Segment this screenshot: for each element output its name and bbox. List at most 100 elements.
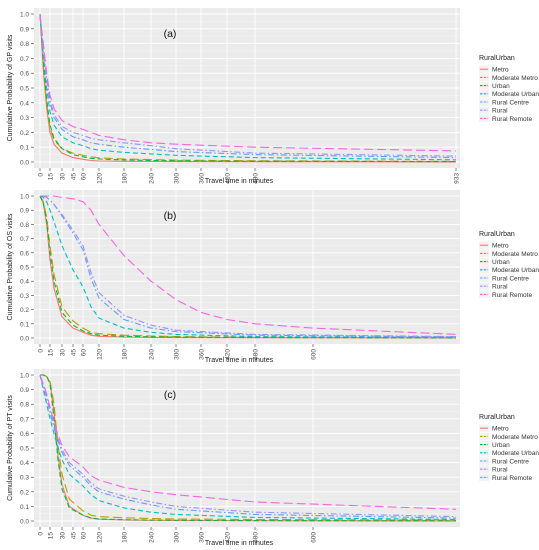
series-line-moderate-metro bbox=[39, 195, 457, 339]
series-line-urban bbox=[40, 374, 457, 522]
x-tick-label: 120 bbox=[96, 173, 103, 184]
y-axis-title: Cumulative Probability of OS visits bbox=[7, 213, 14, 320]
y-tick-label: 0.6 bbox=[20, 250, 29, 257]
legend-label: Rural Centre bbox=[492, 275, 529, 282]
y-tick-label: 0.9 bbox=[20, 387, 29, 394]
y-tick-label: 0.3 bbox=[20, 115, 29, 122]
x-tick-label: 0 bbox=[37, 349, 44, 353]
panel-b: 0.0 0.1 0.2 0.3 0.4 0.5 0.6 0.7 0.8 0.9 1.0 0 15 30 45… bbox=[7, 190, 539, 364]
x-tick-label: 480 bbox=[252, 349, 259, 360]
x-tick-label: 300 bbox=[173, 532, 180, 543]
x-tick-label: 420 bbox=[224, 532, 231, 543]
y-tick-label: 0.3 bbox=[20, 293, 29, 300]
legend-label: Rural Remote bbox=[492, 116, 532, 123]
legend-label: Moderate Metro bbox=[492, 75, 538, 82]
y-tick-label: 0.5 bbox=[20, 265, 29, 272]
x-tick-label: 45 bbox=[70, 173, 77, 181]
y-tick-label: 0.6 bbox=[20, 71, 29, 78]
legend-label: Moderate Urban bbox=[492, 267, 539, 274]
x-tick-label: 180 bbox=[121, 532, 128, 543]
series-line-rural bbox=[40, 195, 457, 338]
y-tick-label: 0.4 bbox=[20, 100, 29, 107]
x-tick-label: 30 bbox=[59, 173, 66, 181]
legend-label: Rural Remote bbox=[492, 292, 532, 299]
x-tick-label: 45 bbox=[70, 532, 77, 540]
series-line-rural-remote bbox=[40, 195, 457, 335]
legend-label: Moderate Urban bbox=[492, 91, 539, 98]
y-tick-label: 0.6 bbox=[20, 431, 29, 438]
x-tick-label: 15 bbox=[47, 532, 54, 540]
legend-title: RuralUrban bbox=[479, 55, 515, 62]
legend-label: Metro bbox=[492, 67, 509, 74]
x-tick-label: 480 bbox=[252, 532, 259, 543]
panel-a: 0.0 0.1 0.2 0.3 0.4 0.5 0.6 0.7 0.8 0.9 1.0 0 15 30 45… bbox=[7, 8, 539, 185]
series-line-moderate-urban bbox=[39, 374, 457, 521]
x-tick-label: 180 bbox=[121, 173, 128, 184]
x-axis-title: Travel time in minutes bbox=[205, 178, 274, 185]
x-tick-label: 30 bbox=[59, 532, 66, 540]
y-tick-label: 1.0 bbox=[20, 12, 29, 19]
x-tick-label: 15 bbox=[47, 173, 54, 181]
x-tick-label: 30 bbox=[59, 349, 66, 357]
y-tick-label: 0.4 bbox=[20, 279, 29, 286]
y-tick-label: 0.0 bbox=[20, 519, 29, 526]
legend-title: RuralUrban bbox=[479, 414, 515, 421]
panel-label: (b) bbox=[164, 210, 177, 222]
legend-label: Metro bbox=[492, 243, 509, 250]
panel-label: (c) bbox=[164, 389, 176, 401]
x-tick-label: 600 bbox=[310, 349, 317, 360]
y-tick-label: 0.3 bbox=[20, 475, 29, 482]
y-tick-label: 1.0 bbox=[20, 373, 29, 380]
x-tick-label: 240 bbox=[148, 349, 155, 360]
series-line-rural bbox=[39, 374, 457, 518]
series-line-rural bbox=[39, 13, 457, 157]
y-tick-label: 0.5 bbox=[20, 86, 29, 93]
legend-title: RuralUrban bbox=[479, 231, 515, 238]
y-tick-label: 0.1 bbox=[20, 504, 29, 511]
x-tick-label: 240 bbox=[148, 532, 155, 543]
y-tick-label: 0.1 bbox=[20, 145, 29, 152]
x-axis-title: Travel time in minutes bbox=[205, 357, 274, 364]
y-axis-title: Cumulative Probability of PT visits bbox=[7, 395, 14, 501]
legend-label: Rural bbox=[492, 467, 508, 474]
x-tick-label: 60 bbox=[80, 532, 87, 540]
y-tick-label: 0.4 bbox=[20, 460, 29, 467]
series-line-moderate-urban bbox=[39, 13, 457, 161]
y-tick-label: 0.2 bbox=[20, 130, 29, 137]
x-tick-label: 360 bbox=[198, 349, 205, 360]
x-tick-label: 180 bbox=[121, 349, 128, 360]
y-tick-label: 0.8 bbox=[20, 222, 29, 229]
x-tick-label: 480 bbox=[252, 173, 259, 184]
y-tick-label: 0.8 bbox=[20, 402, 29, 409]
legend-label: Rural Centre bbox=[492, 99, 529, 106]
legend-label: Moderate Metro bbox=[492, 434, 538, 441]
x-tick-label: 240 bbox=[148, 173, 155, 184]
x-tick-label: 420 bbox=[224, 173, 231, 184]
y-tick-label: 0.7 bbox=[20, 416, 29, 423]
series-line-moderate-urban bbox=[39, 195, 457, 338]
series-line-urban bbox=[39, 13, 457, 163]
legend-label: Urban bbox=[492, 442, 510, 449]
x-axis-title: Travel time in minutes bbox=[205, 540, 274, 547]
x-tick-label: 420 bbox=[224, 349, 231, 360]
legend-label: Moderate Metro bbox=[492, 251, 538, 258]
x-tick-label: 45 bbox=[70, 349, 77, 357]
series-line-urban bbox=[39, 195, 457, 339]
x-tick-label: 600 bbox=[310, 532, 317, 543]
legend-label: Urban bbox=[492, 259, 510, 266]
x-tick-label: 933 bbox=[453, 173, 460, 184]
y-axis-title: Cumulative Probability of GP visits bbox=[7, 34, 14, 141]
y-tick-label: 0.0 bbox=[20, 160, 29, 167]
x-tick-label: 60 bbox=[80, 173, 87, 181]
y-tick-label: 0.7 bbox=[20, 236, 29, 243]
series-line-rural-remote bbox=[39, 13, 457, 152]
legend-label: Moderate Urban bbox=[492, 450, 539, 457]
panel-c: 0.0 0.1 0.2 0.3 0.4 0.5 0.6 0.7 0.8 0.9 1.0 0 15 30 45… bbox=[7, 369, 539, 547]
x-tick-label: 120 bbox=[96, 349, 103, 360]
x-tick-label: 360 bbox=[198, 173, 205, 184]
y-tick-label: 0.8 bbox=[20, 41, 29, 48]
